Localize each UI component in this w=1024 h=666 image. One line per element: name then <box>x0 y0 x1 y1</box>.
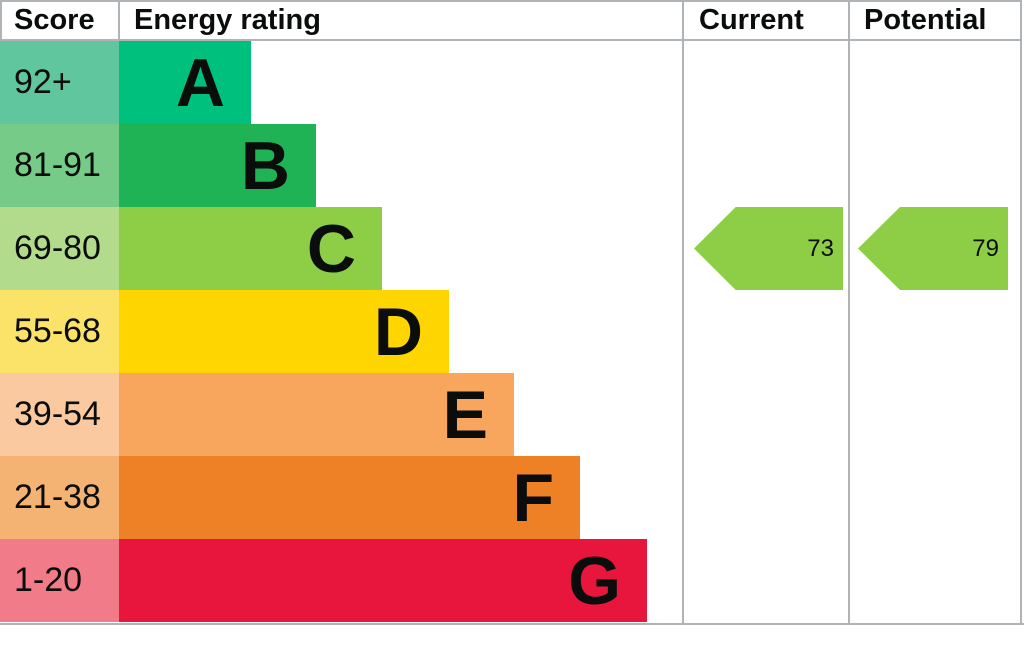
band-rows: 92+ A 81-91 B 69-80 C 55-68 D 39-54 E 21-38 F 1-20 G <box>0 41 683 622</box>
header-energy-rating: Energy rating <box>134 4 321 36</box>
header-bottom-line <box>0 39 1022 41</box>
band-bar-a: A <box>119 41 251 124</box>
potential-rating-value: 79 <box>972 234 999 262</box>
header-score: Score <box>14 4 95 36</box>
band-letter-a: A <box>175 44 225 121</box>
border-bottom-line <box>0 623 1024 625</box>
potential-rating-arrow: 79 <box>858 207 1008 290</box>
band-bar-b: B <box>119 124 316 207</box>
band-letter-c: C <box>306 210 356 287</box>
current-rating-arrow: 73 <box>694 207 843 290</box>
band-letter-e: E <box>442 376 488 453</box>
band-letter-b: B <box>240 127 290 204</box>
score-range-a: 92+ <box>0 41 119 124</box>
band-row-c: 69-80 C <box>0 207 683 290</box>
band-bar-c: C <box>119 207 382 290</box>
score-range-c: 69-80 <box>0 207 119 290</box>
score-range-g: 1-20 <box>0 539 119 622</box>
band-row-d: 55-68 D <box>0 290 683 373</box>
band-bar-d: D <box>119 290 449 373</box>
header-potential: Potential <box>864 4 987 36</box>
band-row-b: 81-91 B <box>0 124 683 207</box>
score-range-e: 39-54 <box>0 373 119 456</box>
band-bar-g: G <box>119 539 647 622</box>
band-row-g: 1-20 G <box>0 539 683 622</box>
score-column-divider <box>118 0 120 39</box>
band-row-a: 92+ A <box>0 41 683 124</box>
score-range-f: 21-38 <box>0 456 119 539</box>
border-top-line <box>0 0 1022 2</box>
current-rating-value: 73 <box>807 234 834 262</box>
band-letter-f: F <box>512 459 554 536</box>
current-column-divider <box>682 0 684 623</box>
band-row-e: 39-54 E <box>0 373 683 456</box>
border-right-line <box>1020 0 1022 623</box>
band-bar-e: E <box>119 373 514 456</box>
epc-chart-area: Score Energy rating Current Potential 92… <box>0 0 1024 625</box>
band-row-f: 21-38 F <box>0 456 683 539</box>
band-letter-d: D <box>373 293 423 370</box>
header-current: Current <box>699 4 804 36</box>
score-range-b: 81-91 <box>0 124 119 207</box>
potential-column-divider <box>848 0 850 623</box>
band-letter-g: G <box>568 542 621 619</box>
score-range-d: 55-68 <box>0 290 119 373</box>
band-bar-f: F <box>119 456 580 539</box>
border-left-line <box>0 0 2 39</box>
